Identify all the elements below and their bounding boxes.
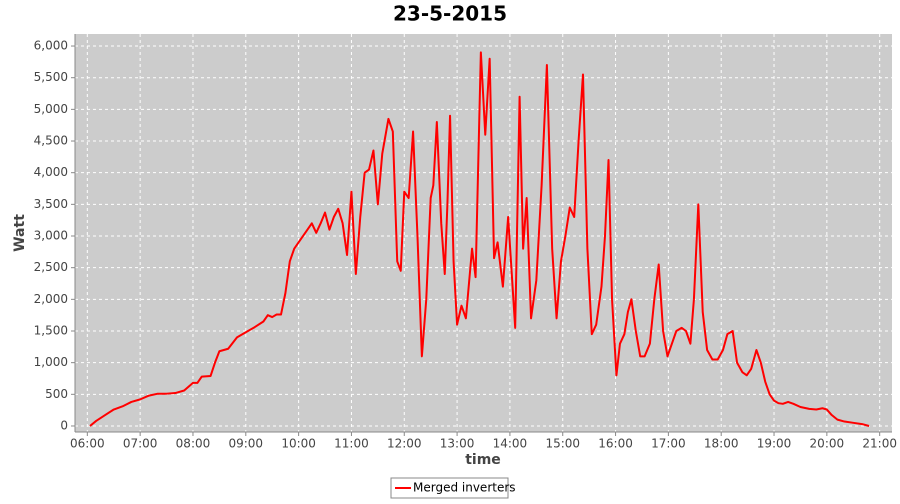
y-tick-label: 5,500: [34, 70, 68, 84]
legend-label: Merged inverters: [413, 481, 516, 495]
y-tick-label: 1,500: [34, 323, 68, 337]
y-tick-label: 5,000: [34, 102, 68, 116]
y-tick-label: 6,000: [34, 39, 68, 53]
x-tick-label: 15:00: [545, 437, 580, 451]
y-tick-label: 4,500: [34, 134, 68, 148]
x-tick-label: 10:00: [281, 437, 316, 451]
y-tick-label: 3,000: [34, 229, 68, 243]
y-tick-label: 500: [45, 387, 68, 401]
x-tick-label: 14:00: [493, 437, 528, 451]
y-tick-label: 2,000: [34, 292, 68, 306]
x-tick-label: 13:00: [440, 437, 475, 451]
legend: [390, 477, 509, 499]
x-tick-label: 21:00: [862, 437, 897, 451]
y-tick-label: 3,500: [34, 197, 68, 211]
x-tick-label: 07:00: [123, 437, 158, 451]
x-tick-label: 18:00: [704, 437, 739, 451]
data-line: [89, 51, 870, 427]
y-tick-label: 2,500: [34, 260, 68, 274]
x-tick-label: 12:00: [387, 437, 422, 451]
x-tick-label: 06:00: [70, 437, 105, 451]
x-tick-label: 09:00: [228, 437, 263, 451]
chart-title: 23-5-2015: [393, 2, 507, 26]
y-axis-label: Watt: [12, 214, 28, 252]
y-tick-label: 4,000: [34, 165, 68, 179]
x-tick-label: 17:00: [651, 437, 686, 451]
x-tick-label: 20:00: [810, 437, 845, 451]
x-axis-label: time: [465, 452, 501, 468]
x-tick-label: 11:00: [334, 437, 369, 451]
x-tick-label: 19:00: [757, 437, 792, 451]
x-tick-label: 08:00: [176, 437, 211, 451]
x-tick-label: 16:00: [598, 437, 633, 451]
y-tick-label: 1,000: [34, 355, 68, 369]
y-tick-label: 0: [60, 418, 68, 432]
